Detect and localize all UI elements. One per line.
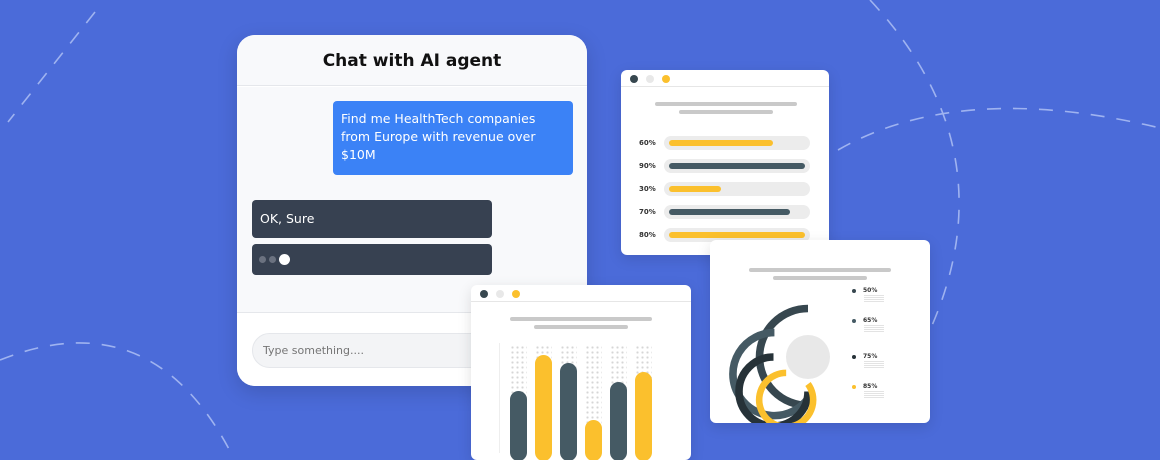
progress-track [664,136,810,150]
legend-dot-icon [852,355,856,359]
progress-track [664,205,810,219]
legend-label: 75% [863,353,877,360]
placeholder-title-line [510,317,652,321]
chat-messages: Find me HealthTech companies from Europe… [237,87,587,312]
progress-fill [669,209,790,215]
window-titlebar [471,285,691,302]
axis-line [499,343,500,453]
progress-label: 80% [639,231,656,239]
donut-chart-window: 50% 65% 75% 85% [710,240,930,423]
bar [585,420,602,460]
dashed-arc [0,343,230,451]
user-message: Find me HealthTech companies from Europe… [333,101,573,175]
donut-center [786,335,830,379]
progress-track [664,159,810,173]
legend-placeholder-lines [864,391,884,399]
window-titlebar [621,70,829,87]
progress-bars-window: 60% 90% 30% 70% 80% [621,70,829,255]
progress-fill [669,232,805,238]
window-dot-icon [662,75,670,83]
placeholder-subtitle-line [679,110,773,114]
legend-dot-icon [852,289,856,293]
progress-label: 90% [639,162,656,170]
legend-label: 85% [863,383,877,390]
legend-placeholder-lines [864,295,884,303]
bar-chart-window [471,285,691,460]
legend-placeholder-lines [864,325,884,333]
progress-fill [669,163,805,169]
donut-chart [710,240,930,423]
agent-typing-message [252,244,492,275]
bar [610,382,627,460]
progress-fill [669,186,721,192]
placeholder-title-line [655,102,797,106]
window-dot-icon [630,75,638,83]
bar [560,363,577,460]
legend-dot-icon [852,319,856,323]
window-dot-icon [646,75,654,83]
progress-fill [669,140,773,146]
bar [535,355,552,460]
progress-track [664,182,810,196]
legend-dot-icon [852,385,856,389]
window-dot-icon [512,290,520,298]
progress-label: 30% [639,185,656,193]
progress-label: 60% [639,139,656,147]
dashed-line [8,12,95,122]
dashed-arc [838,108,1160,150]
bar [635,372,652,460]
progress-label: 70% [639,208,656,216]
placeholder-subtitle-line [534,325,628,329]
bar [510,391,527,460]
agent-message: OK, Sure [252,200,492,238]
chat-title: Chat with AI agent [237,35,587,86]
legend-label: 50% [863,287,877,294]
window-dot-icon [496,290,504,298]
legend-label: 65% [863,317,877,324]
window-dot-icon [480,290,488,298]
legend-placeholder-lines [864,361,884,369]
